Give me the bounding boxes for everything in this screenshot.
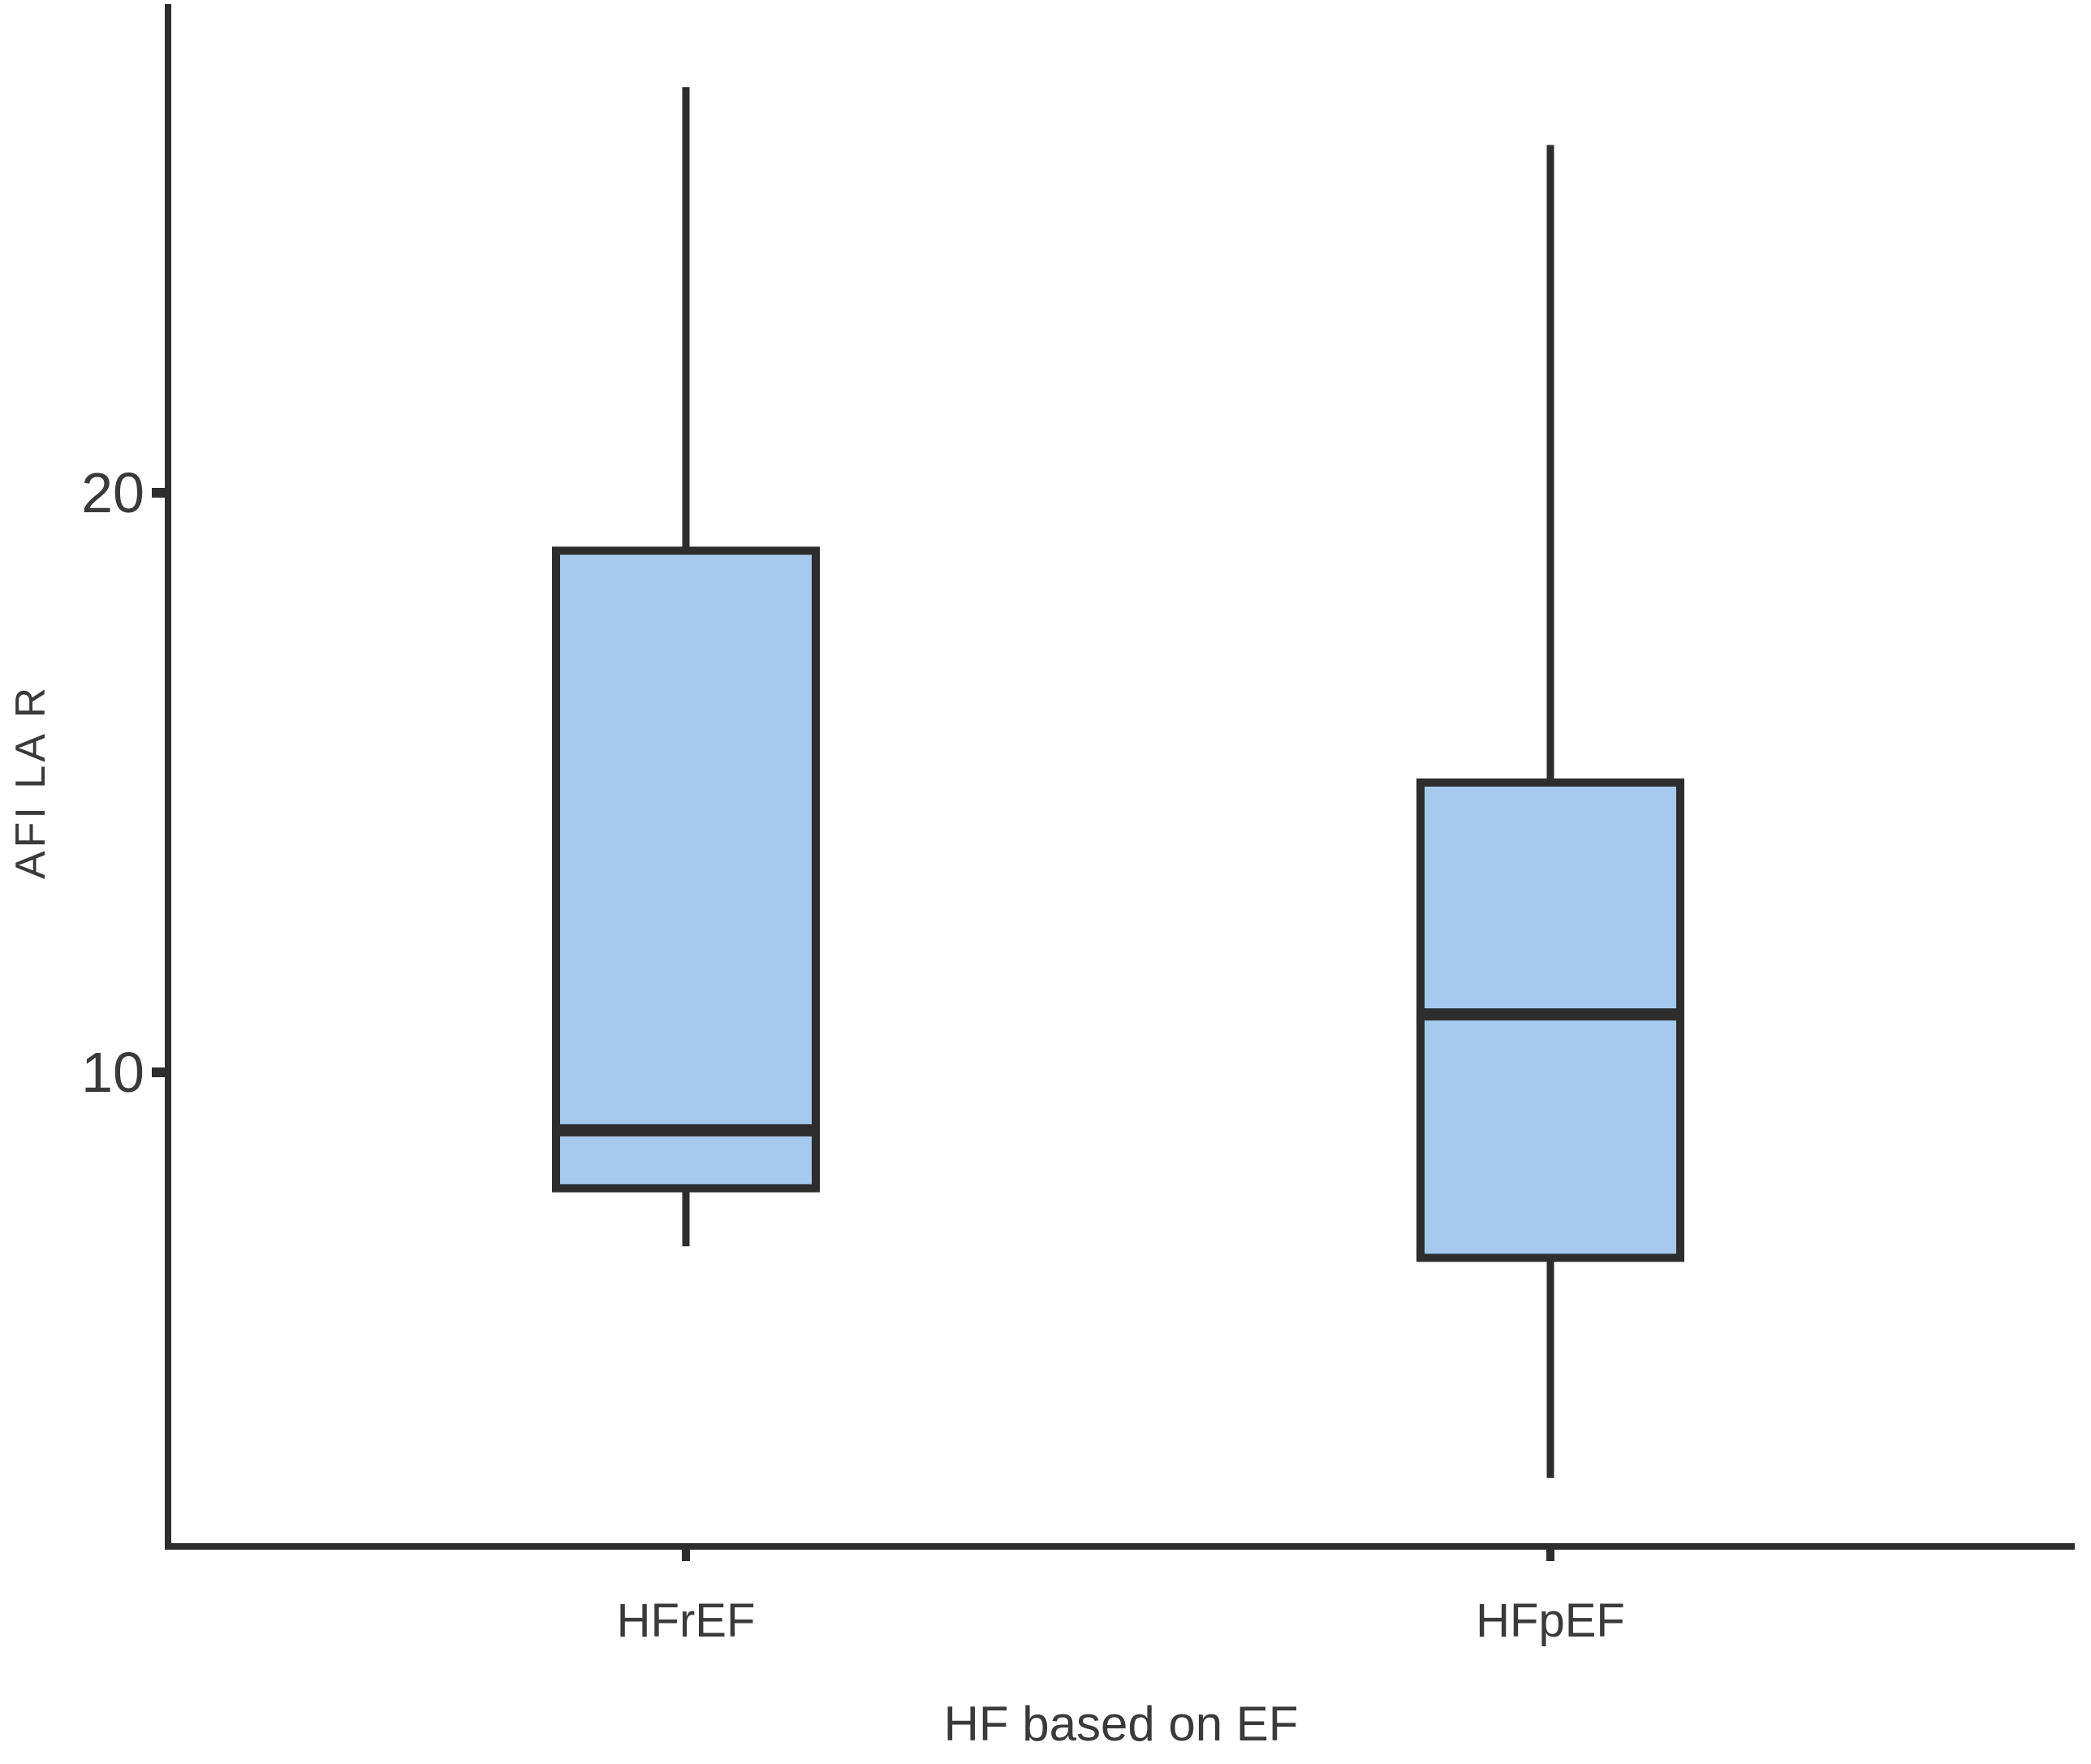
y-tick-label-20: 20 bbox=[81, 461, 144, 524]
x-axis-title: HF based on EF bbox=[943, 1697, 1299, 1751]
x-category-label-hfref: HFrEF bbox=[616, 1594, 756, 1647]
y-axis-title: AFI LA R bbox=[7, 684, 54, 880]
x-category-label-hfpef: HFpEF bbox=[1476, 1594, 1625, 1647]
y-tick-label-10: 10 bbox=[81, 1041, 144, 1104]
iqr-box-HFrEF bbox=[552, 546, 820, 1193]
